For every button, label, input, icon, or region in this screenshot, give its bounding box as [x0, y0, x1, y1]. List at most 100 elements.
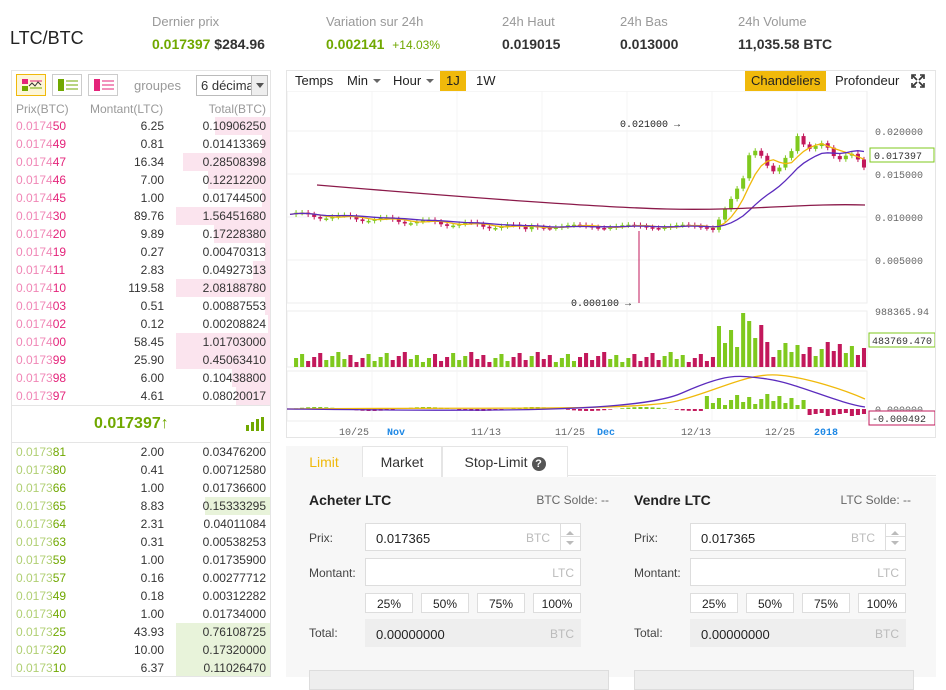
buy-submit-button[interactable] — [309, 670, 609, 690]
volume-stat: 24h Volume 11,035.58 BTC — [738, 14, 832, 52]
macd-bar — [820, 409, 824, 413]
row-amount: 43.93 — [134, 625, 164, 639]
step-up-icon[interactable] — [886, 524, 905, 537]
view-asks-button[interactable] — [88, 74, 118, 96]
row-amount: 1.00 — [141, 481, 164, 495]
volume-bar — [560, 358, 564, 367]
row-total: 0.00208824 — [203, 317, 266, 331]
macd-bar — [735, 395, 739, 409]
volume-bar — [427, 358, 431, 367]
macd-bar — [802, 400, 806, 409]
sell-50-button[interactable]: 50% — [746, 593, 794, 613]
sell-submit-button[interactable] — [634, 670, 914, 690]
sell-75-button[interactable]: 75% — [802, 593, 850, 613]
view-bids-button[interactable] — [52, 74, 82, 96]
macd-bar — [753, 404, 757, 409]
last-price-row[interactable]: 0.017397↑ — [12, 405, 270, 443]
volume-bar — [499, 354, 503, 367]
sell-25-button[interactable]: 25% — [690, 593, 738, 613]
row-amount: 6.37 — [141, 661, 164, 675]
buy-50-button[interactable]: 50% — [421, 593, 469, 613]
step-down-icon[interactable] — [886, 537, 905, 550]
candlestick-chart[interactable]: 0.0200000.0150000.0100000.0050000.021000… — [287, 91, 936, 438]
tab-1j[interactable]: 1J — [440, 71, 466, 91]
buy-amount-input[interactable]: LTC — [365, 558, 581, 586]
tab-stop-limit[interactable]: Stop-Limit? — [442, 446, 568, 477]
sell-price-stepper[interactable] — [885, 523, 906, 551]
row-total: 1.01703000 — [203, 335, 266, 349]
step-up-icon[interactable] — [561, 524, 580, 537]
view-both-button[interactable] — [16, 74, 46, 96]
tab-limit[interactable]: Limit — [286, 446, 362, 477]
fullscreen-icon[interactable] — [911, 74, 925, 88]
row-total: 0.10438800 — [203, 371, 266, 385]
sell-100-button[interactable]: 100% — [858, 593, 906, 613]
tab-min[interactable]: Min — [341, 71, 387, 91]
sell-amount-input[interactable]: LTC — [690, 558, 906, 586]
price-tick: 0.020000 — [875, 128, 923, 139]
step-down-icon[interactable] — [561, 537, 580, 550]
buy-price-stepper[interactable] — [560, 523, 581, 551]
buy-75-button[interactable]: 75% — [477, 593, 525, 613]
volume-bar — [802, 354, 806, 367]
row-amount: 7.00 — [141, 173, 164, 187]
tab-market[interactable]: Market — [362, 446, 442, 477]
candle — [318, 217, 322, 219]
volume-bar — [632, 354, 636, 367]
tab-temps[interactable]: Temps — [289, 71, 339, 91]
row-amount: 0.12 — [141, 317, 164, 331]
buy-100-button[interactable]: 100% — [533, 593, 581, 613]
macd-bar — [759, 399, 763, 409]
help-icon[interactable]: ? — [532, 457, 546, 471]
macd-bar — [651, 407, 655, 409]
tab-1w[interactable]: 1W — [470, 71, 502, 91]
volume-bar — [741, 313, 745, 367]
row-amount: 0.81 — [141, 137, 164, 151]
volume-bar — [318, 353, 322, 367]
buy-amount-label: Montant: — [309, 566, 356, 580]
col-amount: Montant(LTC) — [90, 102, 163, 116]
row-amount: 2.31 — [141, 517, 164, 531]
candles-view-button[interactable]: Chandeliers — [745, 71, 826, 91]
depth-view-button[interactable]: Profondeur — [829, 71, 905, 91]
buy-25-button[interactable]: 25% — [365, 593, 413, 613]
row-amount: 2.83 — [141, 263, 164, 277]
decimal-groups-select[interactable]: 6 décimal — [196, 75, 268, 96]
row-amount: 0.51 — [141, 299, 164, 313]
tab-hour[interactable]: Hour — [387, 71, 440, 91]
row-amount: 0.16 — [141, 571, 164, 585]
change-label: Variation sur 24h — [326, 14, 440, 29]
